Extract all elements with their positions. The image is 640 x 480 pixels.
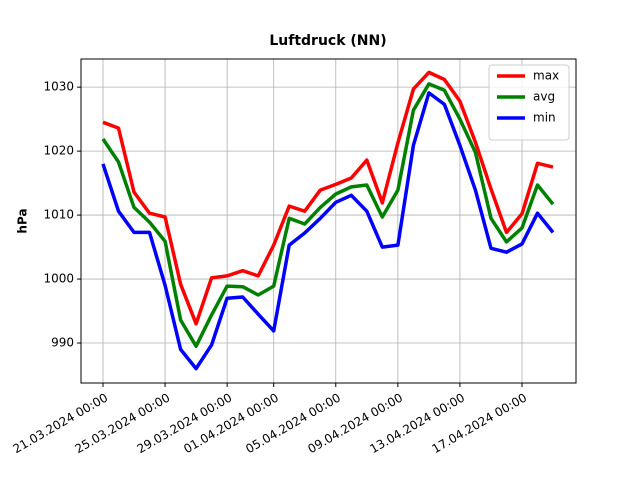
legend-box [488,64,570,141]
legend-label: avg [533,90,555,104]
y-tick-label: 1010 [43,208,74,222]
legend-label: min [533,111,556,125]
y-tick-label: 990 [51,336,74,350]
y-tick-label: 1030 [43,80,74,94]
legend: max avg min [488,64,570,141]
y-axis-label: hPa [16,208,30,233]
y-tick-label: 1020 [43,144,74,158]
data-line [102,70,554,326]
legend-label: max [533,69,559,83]
plot-frame [80,58,577,384]
chart-title: Luftdruck (NN) [269,33,386,49]
data-line [101,82,555,348]
data-line [101,91,555,371]
y-tick-label: 1000 [43,272,74,286]
